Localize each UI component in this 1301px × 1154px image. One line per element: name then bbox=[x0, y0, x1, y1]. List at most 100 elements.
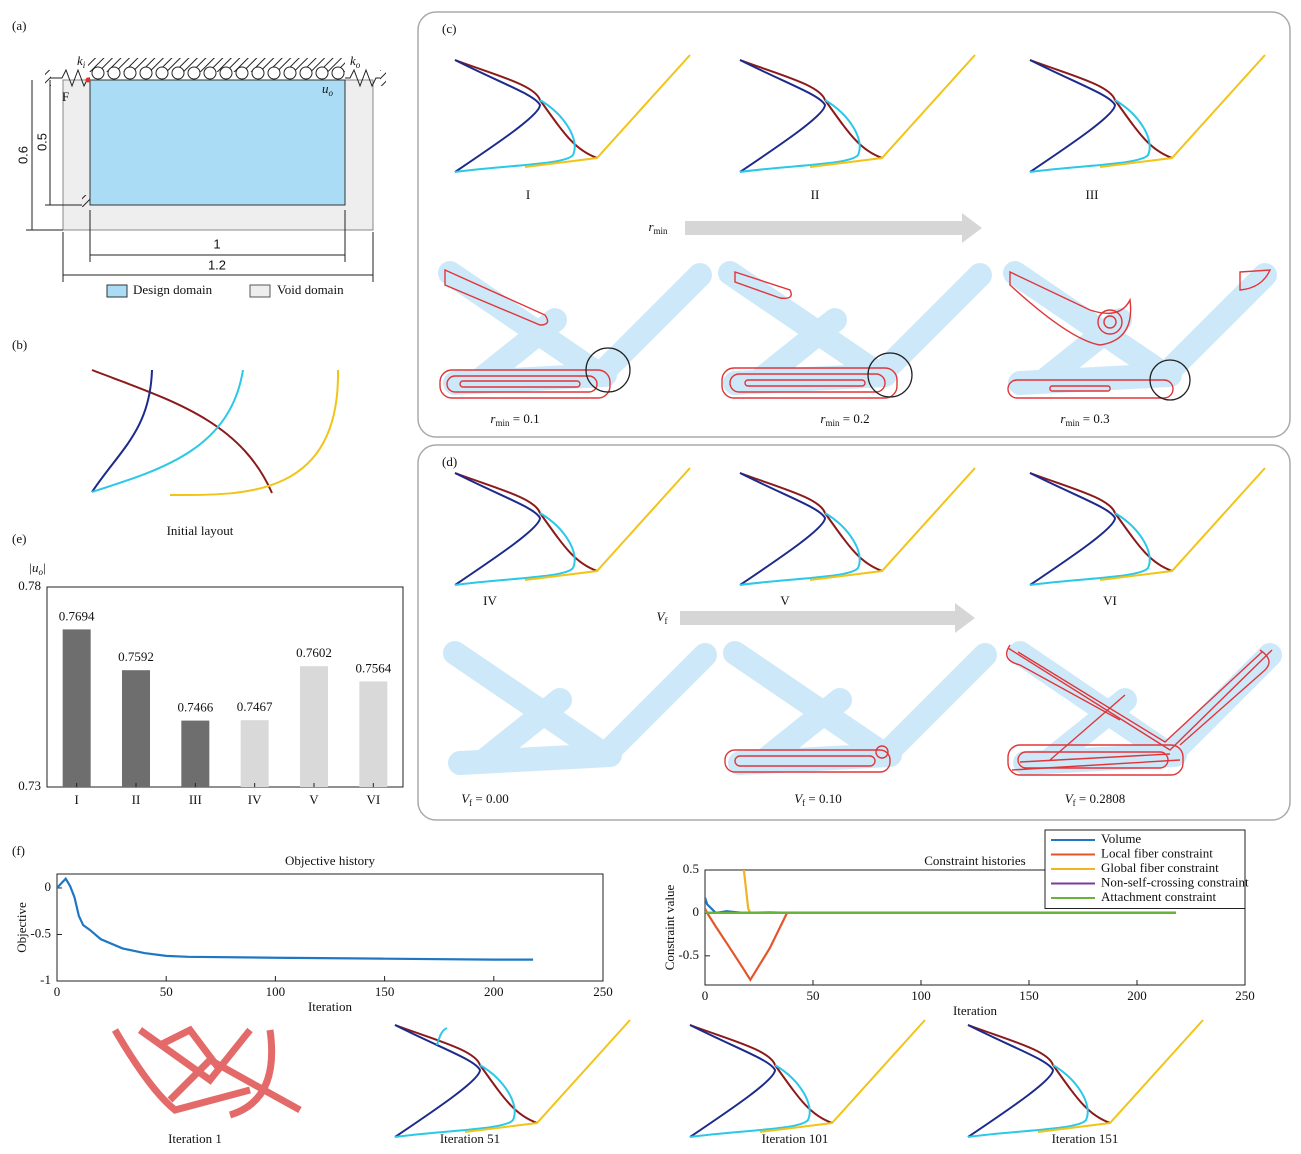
drawing-part bbox=[299, 66, 313, 80]
drawing-part bbox=[1103, 315, 1117, 329]
legend-label: Volume bbox=[1101, 831, 1141, 846]
drawing-part bbox=[446, 375, 598, 393]
drawing-part bbox=[228, 1029, 276, 1119]
panel-label: (e) bbox=[12, 531, 26, 546]
symbol: V bbox=[461, 791, 471, 806]
drawing-part bbox=[283, 66, 297, 80]
x-tick-label: I bbox=[74, 792, 78, 807]
panel-label: (a) bbox=[12, 18, 26, 33]
bar bbox=[359, 681, 388, 787]
setting-label: rmin = 0.3 bbox=[1060, 411, 1109, 428]
legend-swatch bbox=[106, 284, 128, 298]
x-tick-label: 100 bbox=[911, 988, 931, 1003]
dimension-lines bbox=[26, 80, 374, 282]
drawing-part bbox=[1007, 379, 1174, 399]
rollers bbox=[91, 66, 345, 80]
x-tick-label: 200 bbox=[1127, 988, 1147, 1003]
x-tick-label: 150 bbox=[375, 984, 395, 999]
symbol: k bbox=[77, 53, 83, 68]
drawing-part bbox=[267, 66, 281, 80]
support bbox=[88, 58, 345, 72]
subscript: i bbox=[83, 60, 86, 70]
symbol: V bbox=[794, 791, 804, 806]
x-tick-label: 150 bbox=[1019, 988, 1039, 1003]
line-series bbox=[705, 910, 1176, 915]
y-tick-label: 0.73 bbox=[18, 778, 41, 793]
line-series bbox=[705, 908, 1176, 982]
y-tick-label: 0 bbox=[693, 904, 700, 919]
spring-support bbox=[380, 70, 386, 86]
subscript: f bbox=[802, 798, 805, 808]
bar bbox=[240, 720, 269, 787]
caption: Iteration 151 bbox=[1052, 1131, 1119, 1146]
setting-label: rmin = 0.2 bbox=[820, 411, 869, 428]
bar bbox=[62, 629, 91, 787]
subscript: f bbox=[469, 798, 472, 808]
y-tick-label: -1 bbox=[40, 972, 51, 987]
arrow bbox=[680, 603, 975, 633]
drawing-part bbox=[729, 373, 886, 393]
drawing-part bbox=[1239, 269, 1272, 291]
caption: V bbox=[780, 593, 790, 608]
y-axis-label: |uo| bbox=[28, 560, 45, 577]
spring-label: ko bbox=[350, 53, 361, 70]
caption: Initial layout bbox=[167, 523, 234, 538]
value-label: 0.7602 bbox=[296, 645, 332, 660]
drawing-part bbox=[721, 367, 898, 399]
symbol: r bbox=[648, 219, 654, 234]
drawing-part bbox=[724, 749, 891, 773]
output-label: uo bbox=[322, 81, 334, 98]
drawing-part bbox=[439, 369, 611, 399]
y-tick-label: 0.5 bbox=[683, 861, 699, 876]
drawing-part bbox=[111, 1028, 251, 1114]
value-label: 0.7466 bbox=[177, 700, 213, 715]
symbol: r bbox=[820, 411, 826, 426]
density-field bbox=[1015, 273, 1265, 383]
symbol: V bbox=[1065, 791, 1075, 806]
value: = 0.00 bbox=[472, 791, 509, 806]
value: = 0.3 bbox=[1079, 411, 1109, 426]
drawing-part bbox=[219, 66, 233, 80]
fiber-layout bbox=[1029, 467, 1266, 586]
value-label: 0.7564 bbox=[355, 660, 391, 675]
plot-frame bbox=[704, 869, 1246, 986]
drawing-part bbox=[171, 66, 185, 80]
caption: Iteration 1 bbox=[168, 1131, 222, 1146]
symbol: k bbox=[350, 53, 356, 68]
density-field bbox=[455, 653, 705, 763]
load-point bbox=[85, 77, 91, 83]
drawing-part bbox=[1049, 385, 1111, 392]
fiber-layout bbox=[1029, 54, 1266, 173]
legend-swatch bbox=[249, 284, 271, 298]
y-tick-label: 0.78 bbox=[18, 578, 41, 593]
symbol: u bbox=[322, 81, 329, 96]
spring-support bbox=[45, 70, 51, 86]
y-tick-label: -0.5 bbox=[30, 925, 51, 940]
panel-label: (d) bbox=[442, 454, 457, 469]
panel-label: (c) bbox=[442, 21, 456, 36]
drawing-part bbox=[203, 66, 217, 80]
x-tick-label: 200 bbox=[484, 984, 504, 999]
fiber-layout bbox=[689, 1019, 926, 1138]
caption: I bbox=[526, 187, 530, 202]
drawing-part bbox=[1006, 644, 1270, 746]
arrow-label: rmin bbox=[648, 219, 668, 236]
density-field bbox=[730, 273, 980, 383]
value-label: 0.7694 bbox=[59, 608, 95, 623]
drawing-part bbox=[235, 66, 249, 80]
drawing-part bbox=[139, 66, 153, 80]
fiber-layout bbox=[454, 467, 691, 586]
drawing-part bbox=[91, 369, 244, 493]
symbol: r bbox=[1060, 411, 1066, 426]
panel-label: (f) bbox=[12, 843, 25, 858]
x-axis-label: Iteration bbox=[953, 1003, 998, 1018]
value: = 0.2 bbox=[839, 411, 869, 426]
charts: 0.730.78|uo|0.7694I0.7592II0.7466III0.74… bbox=[14, 560, 1255, 1018]
x-tick-label: V bbox=[309, 792, 319, 807]
initial-fibers bbox=[91, 369, 340, 497]
drawing-part bbox=[107, 66, 121, 80]
fiber-layout bbox=[739, 54, 976, 173]
drawing-part bbox=[91, 369, 273, 494]
drawing-part bbox=[867, 352, 913, 398]
symbol: |u bbox=[28, 560, 39, 575]
